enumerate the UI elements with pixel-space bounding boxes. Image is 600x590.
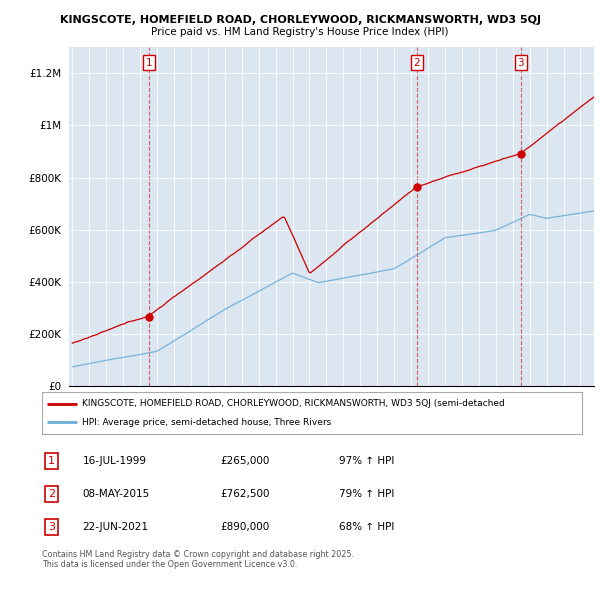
Text: HPI: Average price, semi-detached house, Three Rivers: HPI: Average price, semi-detached house,…	[83, 418, 332, 427]
Text: 79% ↑ HPI: 79% ↑ HPI	[339, 489, 394, 499]
Text: 3: 3	[517, 58, 524, 68]
Text: 08-MAY-2015: 08-MAY-2015	[83, 489, 150, 499]
Text: 68% ↑ HPI: 68% ↑ HPI	[339, 522, 394, 532]
Text: KINGSCOTE, HOMEFIELD ROAD, CHORLEYWOOD, RICKMANSWORTH, WD3 5QJ: KINGSCOTE, HOMEFIELD ROAD, CHORLEYWOOD, …	[59, 15, 541, 25]
Text: 1: 1	[146, 58, 152, 68]
Text: 1: 1	[48, 456, 55, 466]
Text: 2: 2	[48, 489, 55, 499]
Text: 97% ↑ HPI: 97% ↑ HPI	[339, 456, 394, 466]
Text: Contains HM Land Registry data © Crown copyright and database right 2025.
This d: Contains HM Land Registry data © Crown c…	[42, 550, 354, 569]
Text: £762,500: £762,500	[220, 489, 270, 499]
Text: 16-JUL-1999: 16-JUL-1999	[83, 456, 146, 466]
Text: 2: 2	[414, 58, 421, 68]
Text: 22-JUN-2021: 22-JUN-2021	[83, 522, 149, 532]
Text: KINGSCOTE, HOMEFIELD ROAD, CHORLEYWOOD, RICKMANSWORTH, WD3 5QJ (semi-detached: KINGSCOTE, HOMEFIELD ROAD, CHORLEYWOOD, …	[83, 399, 505, 408]
Text: Price paid vs. HM Land Registry's House Price Index (HPI): Price paid vs. HM Land Registry's House …	[151, 27, 449, 37]
Text: £890,000: £890,000	[220, 522, 269, 532]
Text: £265,000: £265,000	[220, 456, 269, 466]
Text: 3: 3	[48, 522, 55, 532]
